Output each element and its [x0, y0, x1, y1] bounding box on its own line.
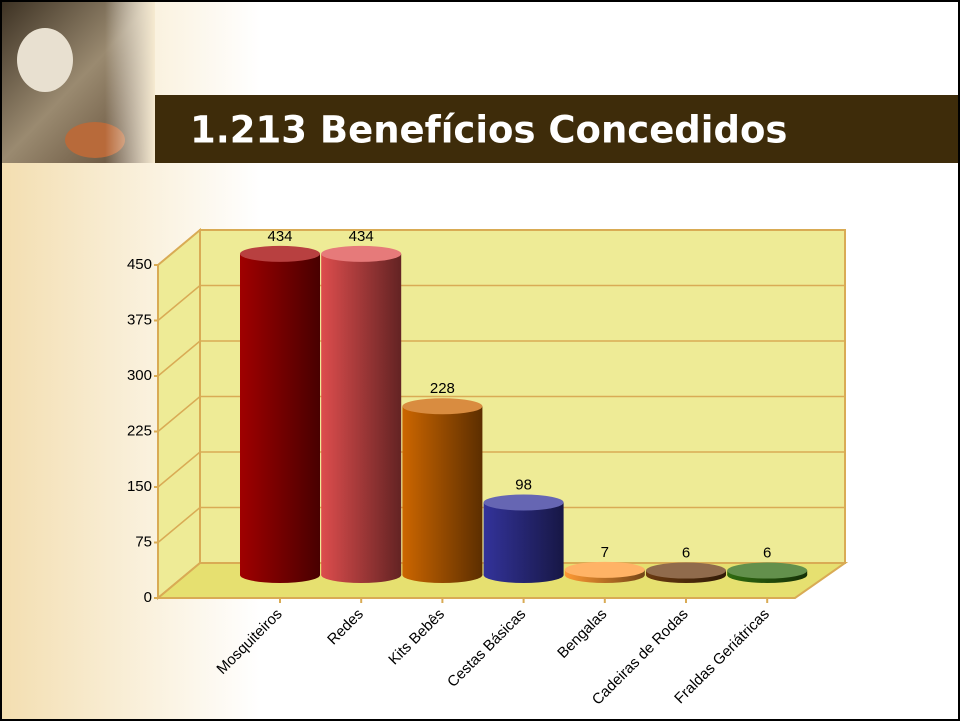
value-label: 434 [349, 228, 374, 245]
y-tick-label: 0 [144, 589, 152, 606]
value-label: 228 [430, 380, 455, 397]
y-tick-label: 450 [127, 256, 152, 273]
y-tick-label: 75 [135, 533, 152, 550]
grid-line [157, 506, 845, 544]
value-label: 6 [763, 545, 771, 562]
grid-line [157, 284, 845, 322]
value-label: 7 [601, 544, 609, 561]
chart-title: 1.213 Benefícios Concedidos [190, 109, 787, 152]
grid-line [157, 562, 845, 599]
grid-line [157, 451, 845, 488]
bar-top [321, 245, 402, 262]
bar-top [564, 561, 645, 578]
bar-top [240, 245, 320, 262]
bar [321, 253, 402, 575]
bar-top [727, 562, 808, 579]
chart: 075150225300375450434Mosquiteiros434Rede… [127, 228, 849, 708]
y-tick-label: 375 [127, 311, 152, 328]
y-tick-label: 225 [127, 422, 152, 439]
value-label: 434 [267, 228, 292, 245]
y-tick-label: 150 [127, 478, 152, 495]
photo-fade [105, 0, 155, 163]
bar-top [483, 494, 564, 511]
photo-mask [17, 28, 73, 92]
bar [240, 253, 320, 575]
bar-top [402, 398, 483, 415]
grid-line [157, 395, 845, 433]
value-label: 6 [682, 545, 690, 562]
bar [402, 406, 483, 575]
y-tick-label: 300 [127, 367, 152, 384]
value-label: 98 [515, 476, 532, 493]
bar [483, 502, 564, 575]
grid-line [157, 229, 845, 266]
grid-line [157, 340, 845, 377]
title-band [155, 95, 960, 163]
bar-top [646, 562, 726, 579]
